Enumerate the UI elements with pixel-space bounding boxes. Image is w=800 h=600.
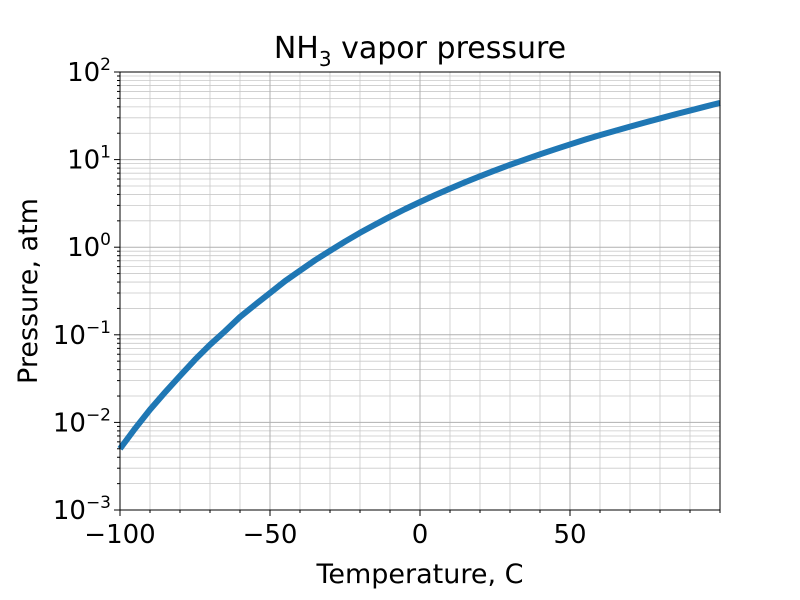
- y-tick-label: 10−1: [53, 318, 111, 351]
- series-layer: [117, 99, 721, 451]
- y-tick-label: 102: [67, 55, 111, 88]
- grid-layer: [119, 71, 721, 511]
- series-line: [117, 99, 721, 451]
- title-subscript: 3: [319, 47, 332, 71]
- y-axis-label: Pressure, atm: [13, 198, 44, 384]
- y-tick-label: 100: [67, 230, 111, 263]
- x-tick-label: −50: [243, 520, 298, 550]
- y-tick-label: 10−2: [53, 405, 111, 438]
- title-suffix: vapor pressure: [332, 31, 567, 66]
- y-tick-label: 10−3: [53, 493, 111, 526]
- x-tick-label: −100: [84, 520, 155, 550]
- title-prefix: NH: [274, 31, 319, 66]
- y-tick-label: 101: [67, 143, 111, 176]
- chart-title: NH3 vapor pressure: [274, 31, 566, 71]
- x-axis-label: Temperature, C: [315, 559, 523, 590]
- x-tick-label: 50: [553, 520, 586, 550]
- x-tick-label: 0: [412, 520, 429, 550]
- tick-layer: −100 −50 0 50 10−3 10−2 10−1 100 101 102: [53, 55, 721, 550]
